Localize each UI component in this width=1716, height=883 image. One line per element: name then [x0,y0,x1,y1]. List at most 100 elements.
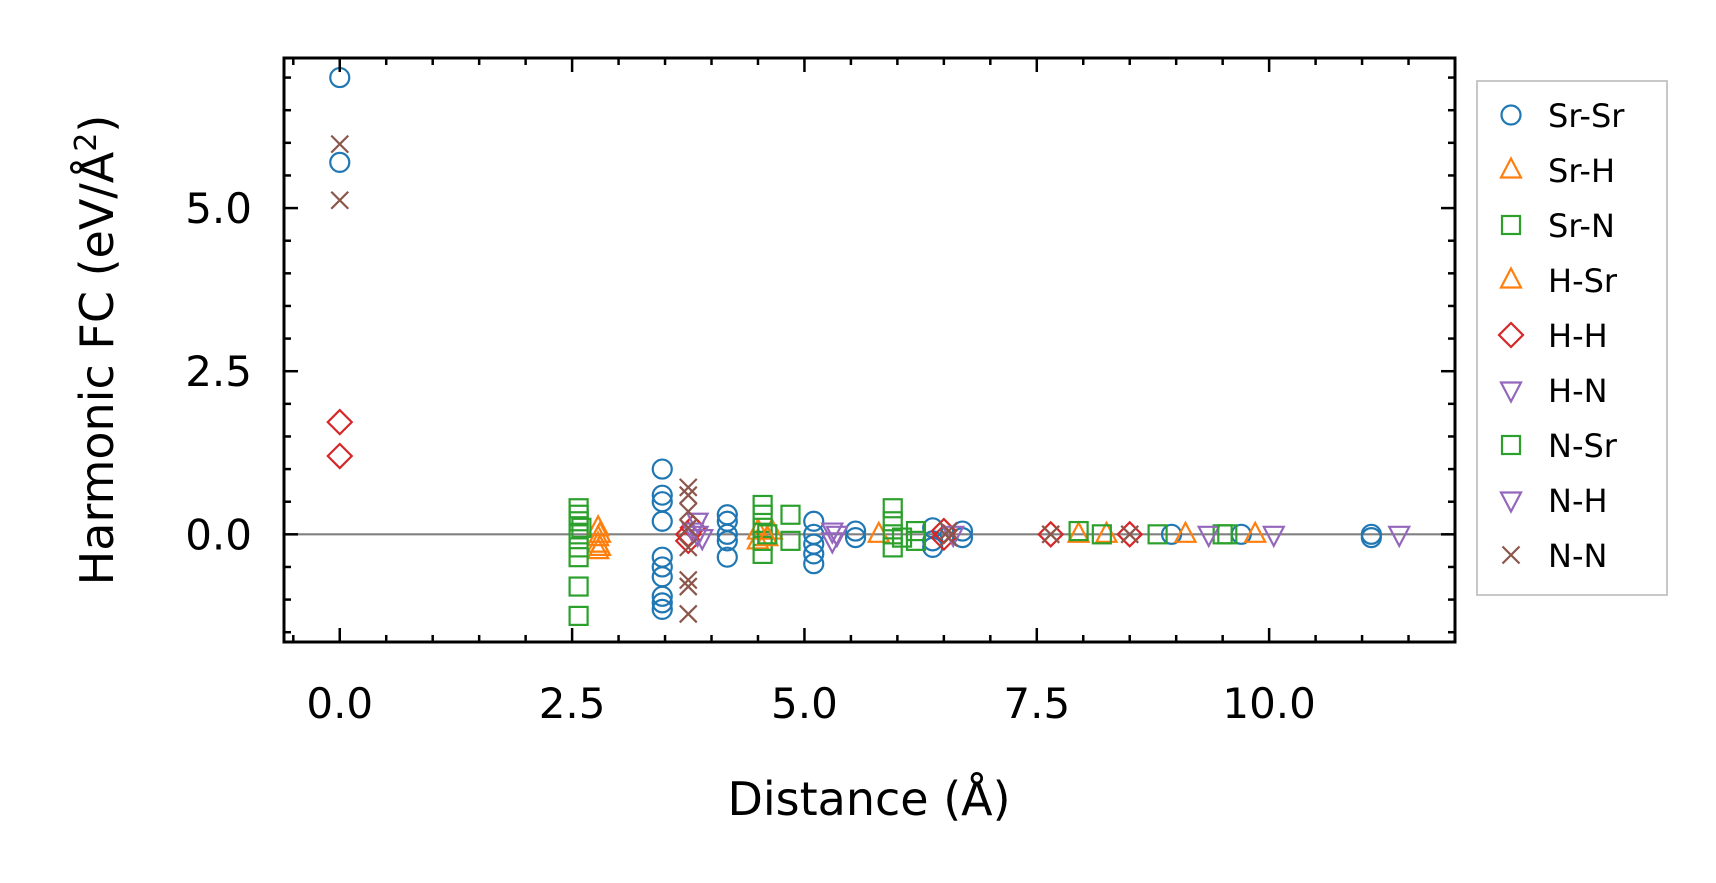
axis-ticks [284,58,1457,642]
point-sr-n [568,511,589,532]
y-axis-label-sup: 2 [69,133,104,152]
point-n-n [330,134,350,154]
y-tick-label: 0.0 [185,510,252,559]
point-sr-n [882,498,903,519]
point-sr-sr [651,556,673,578]
legend-label-h-sr: H-Sr [1548,262,1618,300]
point-n-sr [1217,524,1238,545]
legend-marker-n-sr [1500,434,1522,456]
point-sr-n [1147,524,1168,545]
legend-label-h-h: H-H [1548,317,1608,355]
point-sr-sr [844,520,867,542]
point-h-n [1196,525,1221,549]
point-sr-h [1066,520,1091,543]
point-n-n [678,478,698,497]
point-h-h [1116,520,1144,548]
point-sr-n [905,530,927,551]
point-sr-sr [803,543,825,565]
point-n-h [825,525,849,549]
y-tick-label: 5.0 [185,184,252,233]
data-markers [326,66,1412,626]
point-sr-sr [651,592,673,614]
point-n-sr [571,517,592,538]
point-sr-sr [803,510,825,532]
point-n-n [939,521,958,541]
point-sr-sr [651,484,673,506]
point-sr-sr [716,523,738,545]
point-h-n [1387,525,1412,549]
point-h-n [1261,525,1286,549]
point-sr-n [568,576,589,597]
x-tick-label: 2.5 [539,679,606,728]
point-n-n [678,570,698,590]
point-sr-n [780,504,801,525]
legend-label-n-sr: N-Sr [1548,427,1618,465]
point-sr-sr [651,585,673,607]
x-tick-label: 0.0 [306,679,373,728]
point-h-h [326,408,354,436]
y-axis-label-close: ) [70,115,124,133]
legend-marker-h-sr [1499,266,1523,289]
y-tick-label: 2.5 [185,347,252,396]
point-n-n [678,502,698,521]
point-n-n [678,577,698,596]
point-n-n [678,485,698,505]
legend-label-sr-h: Sr-H [1548,152,1615,190]
point-sr-n [780,530,801,551]
legend-label-n-n: N-N [1548,537,1607,575]
point-h-n [685,525,710,549]
point-sr-h [586,513,610,537]
point-n-n [1120,525,1139,544]
legend-label-sr-n: Sr-N [1548,207,1615,245]
point-sr-sr [716,546,738,568]
legend-label-n-h: N-H [1548,482,1608,520]
point-sr-h [1173,520,1198,543]
point-sr-sr [716,530,738,552]
point-h-sr [588,533,612,556]
x-tick-label: 10.0 [1222,679,1316,728]
legend-marker-sr-n [1500,214,1522,236]
point-h-h [326,442,354,470]
point-sr-n [752,530,773,551]
point-h-sr [588,520,612,543]
point-h-sr [1243,520,1268,543]
point-sr-sr [1360,526,1382,549]
point-h-h [1037,520,1065,548]
point-sr-sr [329,151,351,174]
x-tick-label: 7.5 [1003,679,1070,728]
point-sr-sr [651,458,673,480]
legend-label-h-n: H-N [1548,372,1608,410]
point-n-n [939,528,958,547]
point-sr-sr [1160,523,1183,545]
point-n-n [678,604,698,624]
point-sr-sr [844,526,867,549]
legend: Sr-Sr Sr-H Sr-N H-Sr H-H H-N N-Sr N-H N-N [1476,80,1668,596]
point-sr-n [568,547,589,568]
point-n-sr [891,527,913,548]
point-n-n [1041,525,1061,544]
point-n-sr [757,524,778,545]
point-sr-n [1091,524,1112,545]
legend-marker-sr-sr [1500,104,1522,126]
legend-marker-n-n [1501,545,1521,565]
point-sr-n [752,504,773,525]
legend-marker-sr-h [1499,156,1523,179]
legend-label-sr-sr: Sr-Sr [1548,97,1625,135]
point-sr-sr [803,553,825,575]
point-sr-n [568,605,589,626]
plot-area [284,58,1455,642]
point-sr-sr [651,598,673,620]
y-axis-label-main: Harmonic FC (eV/Å [70,151,124,585]
tick-labels: 0.0 2.5 5.0 7.5 10.0 0.0 2.5 5.0 [185,184,1316,728]
point-n-n [678,518,698,538]
point-h-sr [755,523,780,547]
legend-marker-h-h [1497,321,1525,349]
point-sr-n [1068,520,1089,542]
legend-marker-n-h [1499,491,1523,514]
point-n-n [678,538,698,557]
point-sr-sr [951,520,974,542]
legend-marker-h-n [1499,381,1523,404]
x-axis-label: Distance (Å) [727,772,1010,826]
x-tick-label: 5.0 [771,679,838,728]
